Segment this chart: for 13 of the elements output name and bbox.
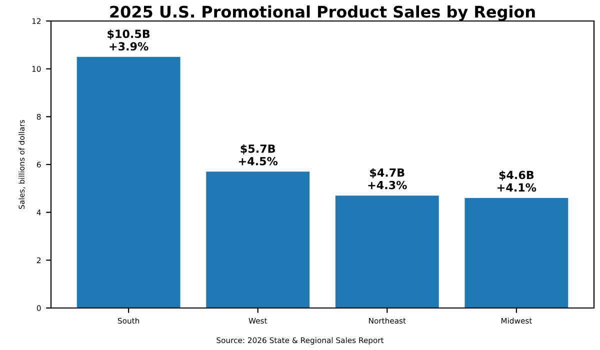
bar (464, 198, 568, 308)
chart-title: 2025 U.S. Promotional Product Sales by Region (110, 5, 535, 21)
data-label: $4.6B (499, 170, 534, 181)
data-label: $10.5B (108, 29, 150, 40)
bar (335, 196, 439, 308)
data-label: $4.7B (370, 168, 404, 178)
annotation: +3.9% (110, 42, 148, 51)
bar (206, 172, 310, 308)
data-label: $5.7B (240, 144, 276, 154)
annotation: +4.1% (498, 183, 536, 192)
bar (76, 56, 180, 308)
annotation: +4.5% (238, 156, 278, 166)
annotation: +4.3% (368, 180, 407, 190)
